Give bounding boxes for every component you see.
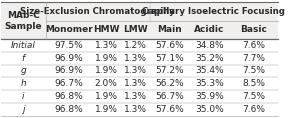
Text: 1.3%: 1.3% [124,66,147,75]
Text: 8.5%: 8.5% [242,79,265,88]
Text: 35.2%: 35.2% [195,54,224,63]
Text: j: j [22,105,24,114]
Text: 7.6%: 7.6% [242,105,265,114]
Text: 35.4%: 35.4% [195,66,224,75]
Text: 1.9%: 1.9% [95,105,118,114]
Text: Initial: Initial [11,41,36,50]
Text: 1.3%: 1.3% [124,105,147,114]
Text: 34.8%: 34.8% [195,41,224,50]
Text: 7.5%: 7.5% [242,66,265,75]
Text: i: i [22,92,24,101]
Text: 57.1%: 57.1% [155,54,184,63]
Text: HMW: HMW [93,25,119,34]
Text: 7.7%: 7.7% [242,54,265,63]
Text: Size-Exclusion Chromatography: Size-Exclusion Chromatography [20,7,175,16]
Text: MAb-C
Sample: MAb-C Sample [4,11,42,31]
Text: 1.3%: 1.3% [124,54,147,63]
Text: 1.9%: 1.9% [95,92,118,101]
Text: 35.9%: 35.9% [195,92,224,101]
Text: 96.8%: 96.8% [54,105,83,114]
Text: g: g [20,66,26,75]
Text: 57.6%: 57.6% [155,41,184,50]
Text: 1.3%: 1.3% [124,79,147,88]
Text: 57.2%: 57.2% [155,66,184,75]
Text: Capillary Isoelectric Focusing: Capillary Isoelectric Focusing [142,7,285,16]
Text: LMW: LMW [123,25,148,34]
Text: Monomer: Monomer [45,25,93,34]
Text: 7.6%: 7.6% [242,41,265,50]
Text: 1.3%: 1.3% [95,41,118,50]
Text: 1.9%: 1.9% [95,66,118,75]
Text: 96.8%: 96.8% [54,92,83,101]
Text: 1.2%: 1.2% [124,41,147,50]
Text: 97.5%: 97.5% [54,41,83,50]
Text: 96.7%: 96.7% [54,79,83,88]
Text: 1.9%: 1.9% [95,54,118,63]
Text: 57.6%: 57.6% [155,105,184,114]
Text: 56.2%: 56.2% [155,79,184,88]
Text: 7.5%: 7.5% [242,92,265,101]
Text: 35.3%: 35.3% [195,79,224,88]
Text: Main: Main [158,25,182,34]
Text: 2.0%: 2.0% [95,79,118,88]
Text: 56.7%: 56.7% [155,92,184,101]
Text: h: h [20,79,26,88]
Text: f: f [22,54,25,63]
Text: Basic: Basic [240,25,267,34]
Text: 35.0%: 35.0% [195,105,224,114]
Text: 1.3%: 1.3% [124,92,147,101]
Text: 96.9%: 96.9% [54,66,83,75]
Text: 96.9%: 96.9% [54,54,83,63]
Text: Acidic: Acidic [194,25,224,34]
